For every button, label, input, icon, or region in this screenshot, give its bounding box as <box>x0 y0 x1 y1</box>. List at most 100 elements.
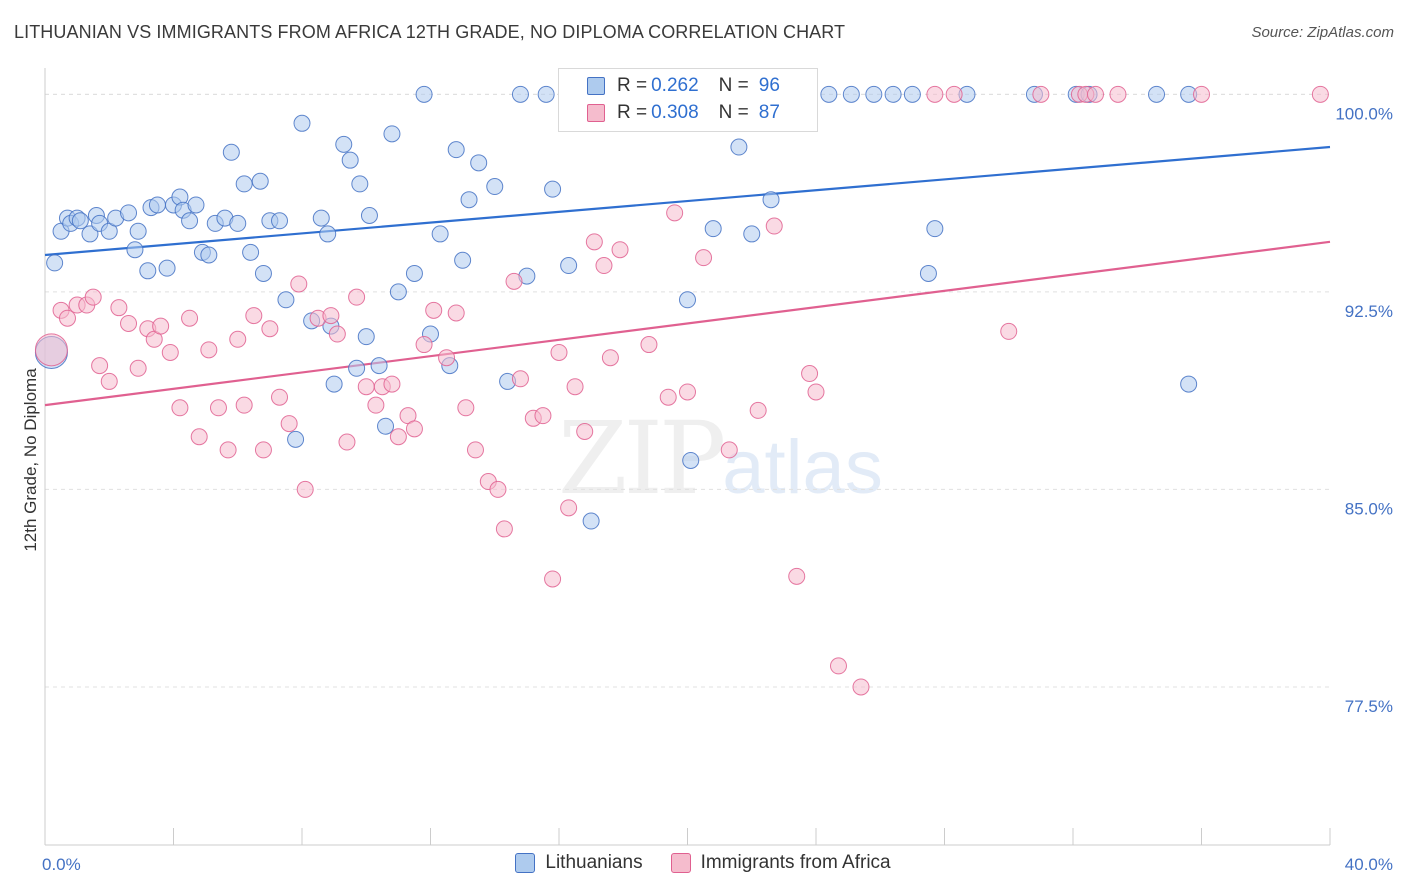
point-africa <box>190 428 208 446</box>
point-lithuanians <box>293 114 311 132</box>
point-africa <box>280 415 298 433</box>
point-africa <box>271 388 289 406</box>
point-africa <box>338 433 356 451</box>
point-africa <box>235 396 253 414</box>
point-lithuanians <box>319 225 337 243</box>
point-africa <box>576 422 594 440</box>
point-lithuanians <box>120 204 138 222</box>
point-lithuanians <box>511 85 529 103</box>
point-africa <box>720 441 738 459</box>
point-lithuanians <box>560 257 578 275</box>
point-africa <box>601 349 619 367</box>
point-lithuanians <box>884 85 902 103</box>
point-africa <box>296 480 314 498</box>
point-africa <box>415 336 433 354</box>
point-lithuanians <box>126 241 144 259</box>
point-africa <box>1311 85 1329 103</box>
point-lithuanians <box>242 243 260 261</box>
point-africa <box>200 341 218 359</box>
point-lithuanians <box>865 85 883 103</box>
point-lithuanians <box>405 264 423 282</box>
point-africa <box>807 383 825 401</box>
point-africa <box>290 275 308 293</box>
point-africa <box>852 678 870 696</box>
bottom-legend-lithuanians: Lithuanians <box>515 852 643 874</box>
point-africa <box>495 520 513 538</box>
point-africa <box>788 567 806 585</box>
point-lithuanians <box>460 191 478 209</box>
point-africa <box>100 372 118 390</box>
legend-r-label: R = <box>617 102 648 123</box>
legend-n-value: 96 <box>758 75 780 96</box>
point-lithuanians <box>139 262 157 280</box>
y-tick-label: 100.0% <box>1335 104 1393 123</box>
legend-swatch-blue <box>587 77 605 95</box>
watermark-atlas: atlas <box>722 425 883 510</box>
bottom-legend: Lithuanians Immigrants from Africa <box>0 852 1406 874</box>
point-lithuanians <box>415 85 433 103</box>
tick-labels: 77.5% 85.0% 92.5% 100.0% 0.0% 40.0% <box>42 104 1393 874</box>
point-africa <box>466 441 484 459</box>
y-tick-label: 85.0% <box>1345 499 1393 518</box>
chart-title: LITHUANIAN VS IMMIGRANTS FROM AFRICA 12T… <box>14 22 846 42</box>
point-africa <box>801 365 819 383</box>
point-africa <box>110 299 128 317</box>
data-points <box>34 85 1329 696</box>
point-africa <box>566 378 584 396</box>
x-tick-label: 0.0% <box>42 855 81 874</box>
legend-row-africa: R = 0.308 N = 87 <box>559 100 780 126</box>
point-africa <box>383 375 401 393</box>
point-africa <box>1109 85 1127 103</box>
point-lithuanians <box>383 125 401 143</box>
point-africa <box>595 257 613 275</box>
bottom-legend-label: Lithuanians <box>545 852 643 873</box>
point-africa <box>348 288 366 306</box>
point-africa <box>389 428 407 446</box>
point-africa <box>926 85 944 103</box>
point-africa <box>659 388 677 406</box>
point-africa <box>152 317 170 335</box>
point-africa <box>129 359 147 377</box>
point-africa <box>679 383 696 401</box>
point-africa <box>209 399 227 417</box>
legend-n-value: 87 <box>758 102 780 123</box>
point-lithuanians <box>544 180 562 198</box>
point-lithuanians <box>454 251 472 269</box>
point-lithuanians <box>370 357 388 375</box>
bottom-legend-swatch-blue <box>515 853 536 873</box>
source-label: Source: ZipAtlas.com <box>1251 24 1394 41</box>
point-lithuanians <box>679 291 696 309</box>
point-lithuanians <box>1180 375 1198 393</box>
point-lithuanians <box>704 220 722 238</box>
point-lithuanians <box>251 172 269 190</box>
point-africa <box>405 420 423 438</box>
point-africa <box>505 272 523 290</box>
point-lithuanians <box>71 212 89 230</box>
point-lithuanians <box>486 178 504 196</box>
point-lithuanians <box>129 222 147 240</box>
point-lithuanians <box>842 85 860 103</box>
point-africa <box>357 378 375 396</box>
point-lithuanians <box>81 225 99 243</box>
point-lithuanians <box>377 417 395 435</box>
point-lithuanians <box>1148 85 1166 103</box>
point-africa <box>550 343 568 361</box>
point-africa <box>1193 85 1210 103</box>
point-africa <box>534 407 552 425</box>
point-lithuanians <box>820 85 838 103</box>
point-lithuanians <box>730 138 748 156</box>
point-africa <box>261 320 279 338</box>
point-lithuanians <box>582 512 600 530</box>
legend-r-value: 0.262 <box>651 75 699 96</box>
point-lithuanians <box>200 246 218 264</box>
point-lithuanians <box>351 175 369 193</box>
point-africa <box>367 396 385 414</box>
point-africa <box>229 330 247 348</box>
y-axis-label: 12th Grade, No Diploma <box>21 368 40 552</box>
point-africa <box>489 480 507 498</box>
point-lithuanians <box>389 283 407 301</box>
point-lithuanians <box>325 375 343 393</box>
point-lithuanians <box>222 143 240 161</box>
point-lithuanians <box>254 264 272 282</box>
